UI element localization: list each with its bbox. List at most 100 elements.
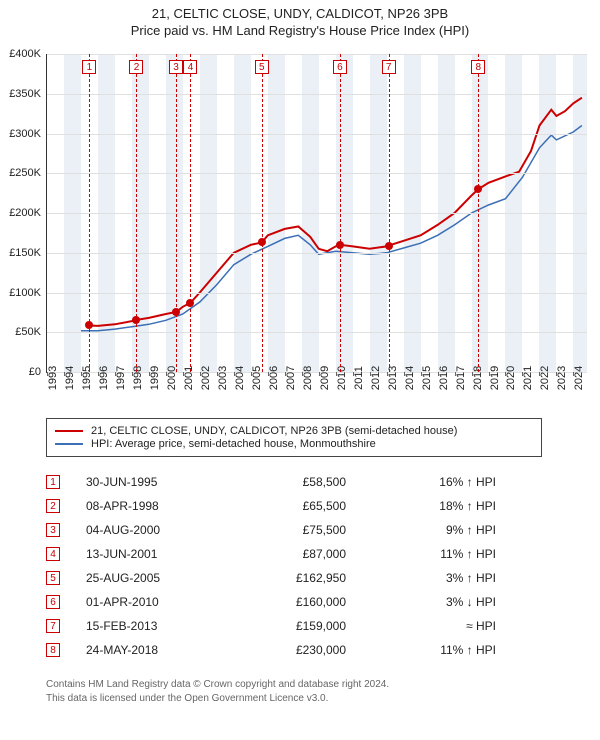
- y-axis-label: £100K: [9, 287, 47, 299]
- sale-delta: 18% ↑ HPI: [376, 499, 496, 513]
- sale-dot: [258, 238, 266, 246]
- sale-date: 01-APR-2010: [86, 595, 236, 609]
- sale-delta: 3% ↓ HPI: [376, 595, 496, 609]
- y-axis-label: £0: [29, 366, 47, 378]
- sale-price: £160,000: [236, 595, 376, 609]
- sale-row: 5 25-AUG-2005£162,9503% ↑ HPI: [46, 566, 546, 590]
- gridline: [47, 54, 587, 55]
- x-axis-label: 1998: [132, 366, 144, 390]
- chart-subtitle: Price paid vs. HM Land Registry's House …: [0, 23, 600, 38]
- sale-price: £162,950: [236, 571, 376, 585]
- attribution: Contains HM Land Registry data © Crown c…: [46, 678, 556, 705]
- sale-dot: [474, 185, 482, 193]
- sale-row: 2 08-APR-1998£65,50018% ↑ HPI: [46, 494, 546, 518]
- attribution-line: This data is licensed under the Open Gov…: [46, 692, 556, 706]
- sale-delta: 11% ↑ HPI: [376, 643, 496, 657]
- sale-price: £230,000: [236, 643, 376, 657]
- sale-date: 25-AUG-2005: [86, 571, 236, 585]
- sale-dot: [85, 321, 93, 329]
- sale-delta: ≈ HPI: [376, 619, 496, 633]
- sale-marker-box: 7: [382, 60, 396, 74]
- x-axis-label: 2022: [539, 366, 551, 390]
- legend-item: HPI: Average price, semi-detached house,…: [55, 438, 533, 450]
- sale-index-box: 8: [46, 643, 60, 657]
- x-axis-label: 2014: [404, 366, 416, 390]
- x-axis-label: 2001: [183, 366, 195, 390]
- attribution-line: Contains HM Land Registry data © Crown c…: [46, 678, 556, 692]
- sale-index-box: 5: [46, 571, 60, 585]
- sale-marker-box: 6: [333, 60, 347, 74]
- sale-date: 15-FEB-2013: [86, 619, 236, 633]
- sale-date: 13-JUN-2001: [86, 547, 236, 561]
- sale-dot: [132, 316, 140, 324]
- x-axis-label: 2007: [285, 366, 297, 390]
- sale-index-box: 1: [46, 475, 60, 489]
- x-axis-label: 2020: [505, 366, 517, 390]
- x-axis-label: 1997: [115, 366, 127, 390]
- sale-price: £75,500: [236, 523, 376, 537]
- series-hpi: [81, 126, 582, 331]
- legend-item: 21, CELTIC CLOSE, UNDY, CALDICOT, NP26 3…: [55, 425, 533, 437]
- x-axis-label: 1996: [98, 366, 110, 390]
- x-axis-label: 2024: [573, 366, 585, 390]
- gridline: [47, 253, 587, 254]
- x-axis-label: 2021: [522, 366, 534, 390]
- sale-marker-box: 3: [169, 60, 183, 74]
- x-axis-label: 2006: [268, 366, 280, 390]
- sale-marker-box: 1: [82, 60, 96, 74]
- x-axis-label: 2008: [302, 366, 314, 390]
- sale-date: 24-MAY-2018: [86, 643, 236, 657]
- x-axis-label: 2017: [455, 366, 467, 390]
- chart-plot-area: £0£50K£100K£150K£200K£250K£300K£350K£400…: [46, 54, 587, 373]
- sale-delta: 16% ↑ HPI: [376, 475, 496, 489]
- sale-row: 8 24-MAY-2018£230,00011% ↑ HPI: [46, 638, 546, 662]
- titles: 21, CELTIC CLOSE, UNDY, CALDICOT, NP26 3…: [0, 0, 600, 38]
- sale-marker-line: [190, 54, 191, 372]
- gridline: [47, 332, 587, 333]
- gridline: [47, 94, 587, 95]
- gridline: [47, 173, 587, 174]
- sale-index-box: 2: [46, 499, 60, 513]
- y-axis-label: £400K: [9, 48, 47, 60]
- sale-index-box: 7: [46, 619, 60, 633]
- x-axis-label: 1995: [81, 366, 93, 390]
- sale-marker-line: [262, 54, 263, 372]
- sales-table: 130-JUN-1995£58,50016% ↑ HPI208-APR-1998…: [46, 470, 546, 662]
- x-axis-label: 2023: [556, 366, 568, 390]
- legend-label: HPI: Average price, semi-detached house,…: [91, 438, 376, 450]
- sale-delta: 3% ↑ HPI: [376, 571, 496, 585]
- sale-price: £58,500: [236, 475, 376, 489]
- sale-index-box: 3: [46, 523, 60, 537]
- sale-dot: [385, 242, 393, 250]
- x-axis-label: 2002: [200, 366, 212, 390]
- sale-row: 7 15-FEB-2013£159,000≈ HPI: [46, 614, 546, 638]
- x-axis-label: 1994: [64, 366, 76, 390]
- sale-dot: [336, 241, 344, 249]
- x-axis-label: 1993: [47, 366, 59, 390]
- sale-row: 130-JUN-1995£58,50016% ↑ HPI: [46, 470, 546, 494]
- x-axis-label: 2012: [370, 366, 382, 390]
- chart-title: 21, CELTIC CLOSE, UNDY, CALDICOT, NP26 3…: [0, 6, 600, 21]
- sale-price: £159,000: [236, 619, 376, 633]
- y-axis-label: £300K: [9, 128, 47, 140]
- sale-dot: [172, 308, 180, 316]
- sale-dot: [186, 299, 194, 307]
- sale-marker-line: [478, 54, 479, 372]
- gridline: [47, 134, 587, 135]
- x-axis-label: 2010: [336, 366, 348, 390]
- sale-marker-box: 5: [255, 60, 269, 74]
- y-axis-label: £350K: [9, 88, 47, 100]
- sale-price: £65,500: [236, 499, 376, 513]
- gridline: [47, 293, 587, 294]
- sale-date: 04-AUG-2000: [86, 523, 236, 537]
- x-axis-label: 2011: [353, 366, 365, 390]
- y-axis-label: £200K: [9, 207, 47, 219]
- sale-date: 08-APR-1998: [86, 499, 236, 513]
- sale-row: 304-AUG-2000£75,5009% ↑ HPI: [46, 518, 546, 542]
- sale-index-box: 4: [46, 547, 60, 561]
- legend-swatch: [55, 443, 83, 445]
- sale-row: 601-APR-2010£160,0003% ↓ HPI: [46, 590, 546, 614]
- sale-marker-line: [340, 54, 341, 372]
- x-axis-label: 1999: [149, 366, 161, 390]
- sale-delta: 11% ↑ HPI: [376, 547, 496, 561]
